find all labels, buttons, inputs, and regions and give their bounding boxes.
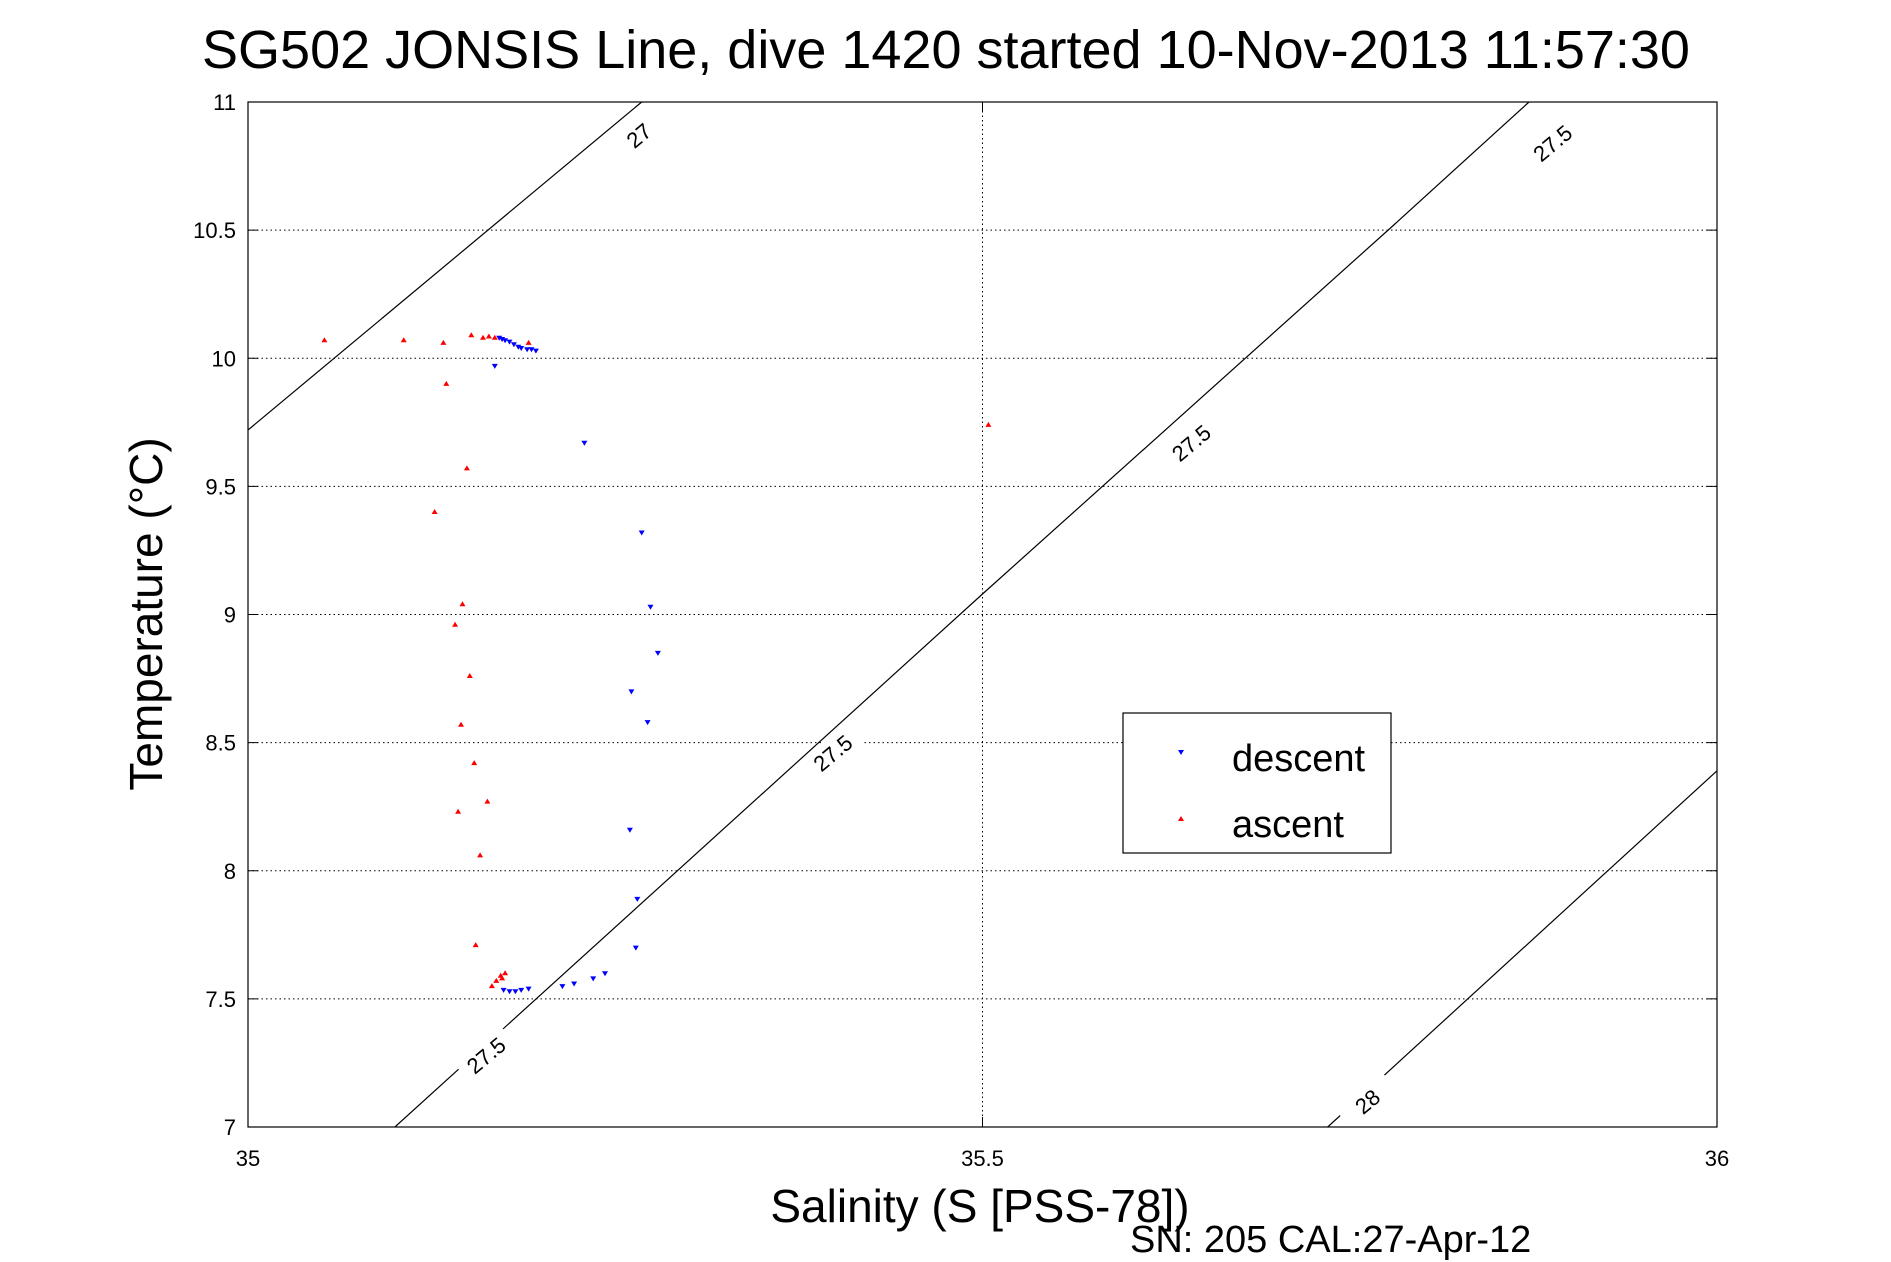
contour-line-27 — [248, 102, 643, 431]
descent-point — [491, 363, 498, 369]
x-axis-label: Salinity (S [PSS-78]) — [770, 1180, 1189, 1232]
ascent-point — [480, 334, 486, 340]
ascent-point — [985, 421, 992, 427]
ascent-point — [485, 333, 492, 339]
descent-point — [654, 650, 661, 656]
ascent-point — [440, 339, 447, 345]
ascent-point — [472, 942, 479, 948]
ascent-point — [471, 760, 478, 766]
x-tick-label: 35 — [236, 1146, 260, 1171]
contour-label-bg — [606, 105, 671, 166]
descent-point — [647, 604, 654, 610]
ascent-point — [459, 601, 466, 607]
y-tick-label: 9.5 — [205, 474, 236, 499]
descent-point — [634, 896, 641, 902]
contour-label-bg — [800, 722, 865, 783]
legend-ascent-label: ascent — [1232, 804, 1344, 846]
contour-label-bg — [1335, 1071, 1400, 1132]
descent-point — [528, 347, 535, 353]
contour-line-28 — [1327, 770, 1717, 1127]
descent-point — [502, 338, 509, 344]
descent-point — [515, 344, 522, 350]
descent-point — [638, 530, 645, 536]
ascent-point — [499, 975, 506, 981]
descent-point — [524, 347, 531, 353]
descent-point — [512, 989, 519, 995]
instrument-footer: SN: 205 CAL:27-Apr-12 — [1130, 1219, 1531, 1261]
descent-point — [626, 827, 633, 833]
y-tick-label: 7 — [224, 1115, 236, 1140]
legend-descent-marker — [1178, 750, 1184, 755]
descent-point — [510, 342, 517, 348]
y-tick-label: 8.5 — [205, 731, 236, 756]
ascent-point — [431, 509, 438, 514]
chart-title: SG502 JONSIS Line, dive 1420 started 10-… — [202, 20, 1690, 80]
ascent-point — [477, 852, 484, 858]
y-tick-label: 10 — [212, 346, 236, 371]
ascent-point — [463, 465, 470, 471]
descent-point — [506, 339, 513, 345]
ascent-point — [488, 983, 495, 989]
legend: descent ascent — [1122, 712, 1392, 854]
ascent-point — [452, 621, 459, 627]
descent-point — [602, 971, 608, 977]
ascent-point — [443, 380, 450, 386]
descent-point — [518, 346, 525, 351]
ascent-point — [468, 332, 475, 338]
descent-point — [506, 989, 513, 995]
descent-point — [525, 986, 532, 992]
ascent-point — [458, 721, 464, 727]
ascent-point — [484, 798, 491, 804]
ascent-point — [491, 334, 498, 340]
contour-label-bg — [1520, 112, 1585, 174]
isopycnal-contours — [248, 102, 1717, 1127]
legend-box — [1122, 712, 1392, 854]
descent-point — [590, 976, 597, 982]
ascent-point — [502, 970, 509, 976]
descent-point — [499, 337, 506, 342]
y-tick-label: 8 — [224, 859, 236, 884]
ascent-point — [525, 339, 532, 345]
x-tick-label: 35.5 — [961, 1146, 1004, 1171]
ascent-point — [400, 337, 407, 343]
y-axis-label: Temperature (°C) — [120, 437, 172, 790]
contour-label-bg — [453, 1025, 518, 1086]
descent-point — [532, 348, 539, 354]
y-tick-label: 7.5 — [205, 987, 236, 1012]
y-tick-label: 11 — [213, 90, 236, 115]
y-tick-label: 9 — [224, 603, 236, 628]
ascent-point — [466, 673, 473, 678]
contour-labels: 27 27.527.527.527.528 — [453, 105, 1585, 1132]
legend-ascent-marker — [1178, 816, 1184, 821]
descent-point — [559, 984, 566, 990]
ascent-point — [493, 977, 500, 983]
contour-label-bg — [1159, 412, 1224, 473]
ascent-point — [321, 337, 328, 343]
x-tick-label: 36 — [1705, 1146, 1729, 1171]
data-points — [321, 332, 992, 995]
descent-point — [518, 987, 525, 993]
axis-ticks: 35 35.5 36 7 7.5 8 8.5 9 9.5 10 10.5 11 — [193, 90, 1729, 1171]
descent-point — [632, 945, 639, 951]
contour-line-27-5 — [394, 102, 1530, 1127]
descent-point — [581, 440, 588, 446]
legend-descent-label: descent — [1232, 738, 1366, 780]
descent-point — [644, 720, 651, 726]
descent-point — [500, 987, 507, 993]
ascent-point — [455, 808, 462, 814]
descent-point — [628, 689, 635, 695]
y-tick-label: 10.5 — [193, 218, 236, 243]
descent-point — [571, 981, 578, 987]
